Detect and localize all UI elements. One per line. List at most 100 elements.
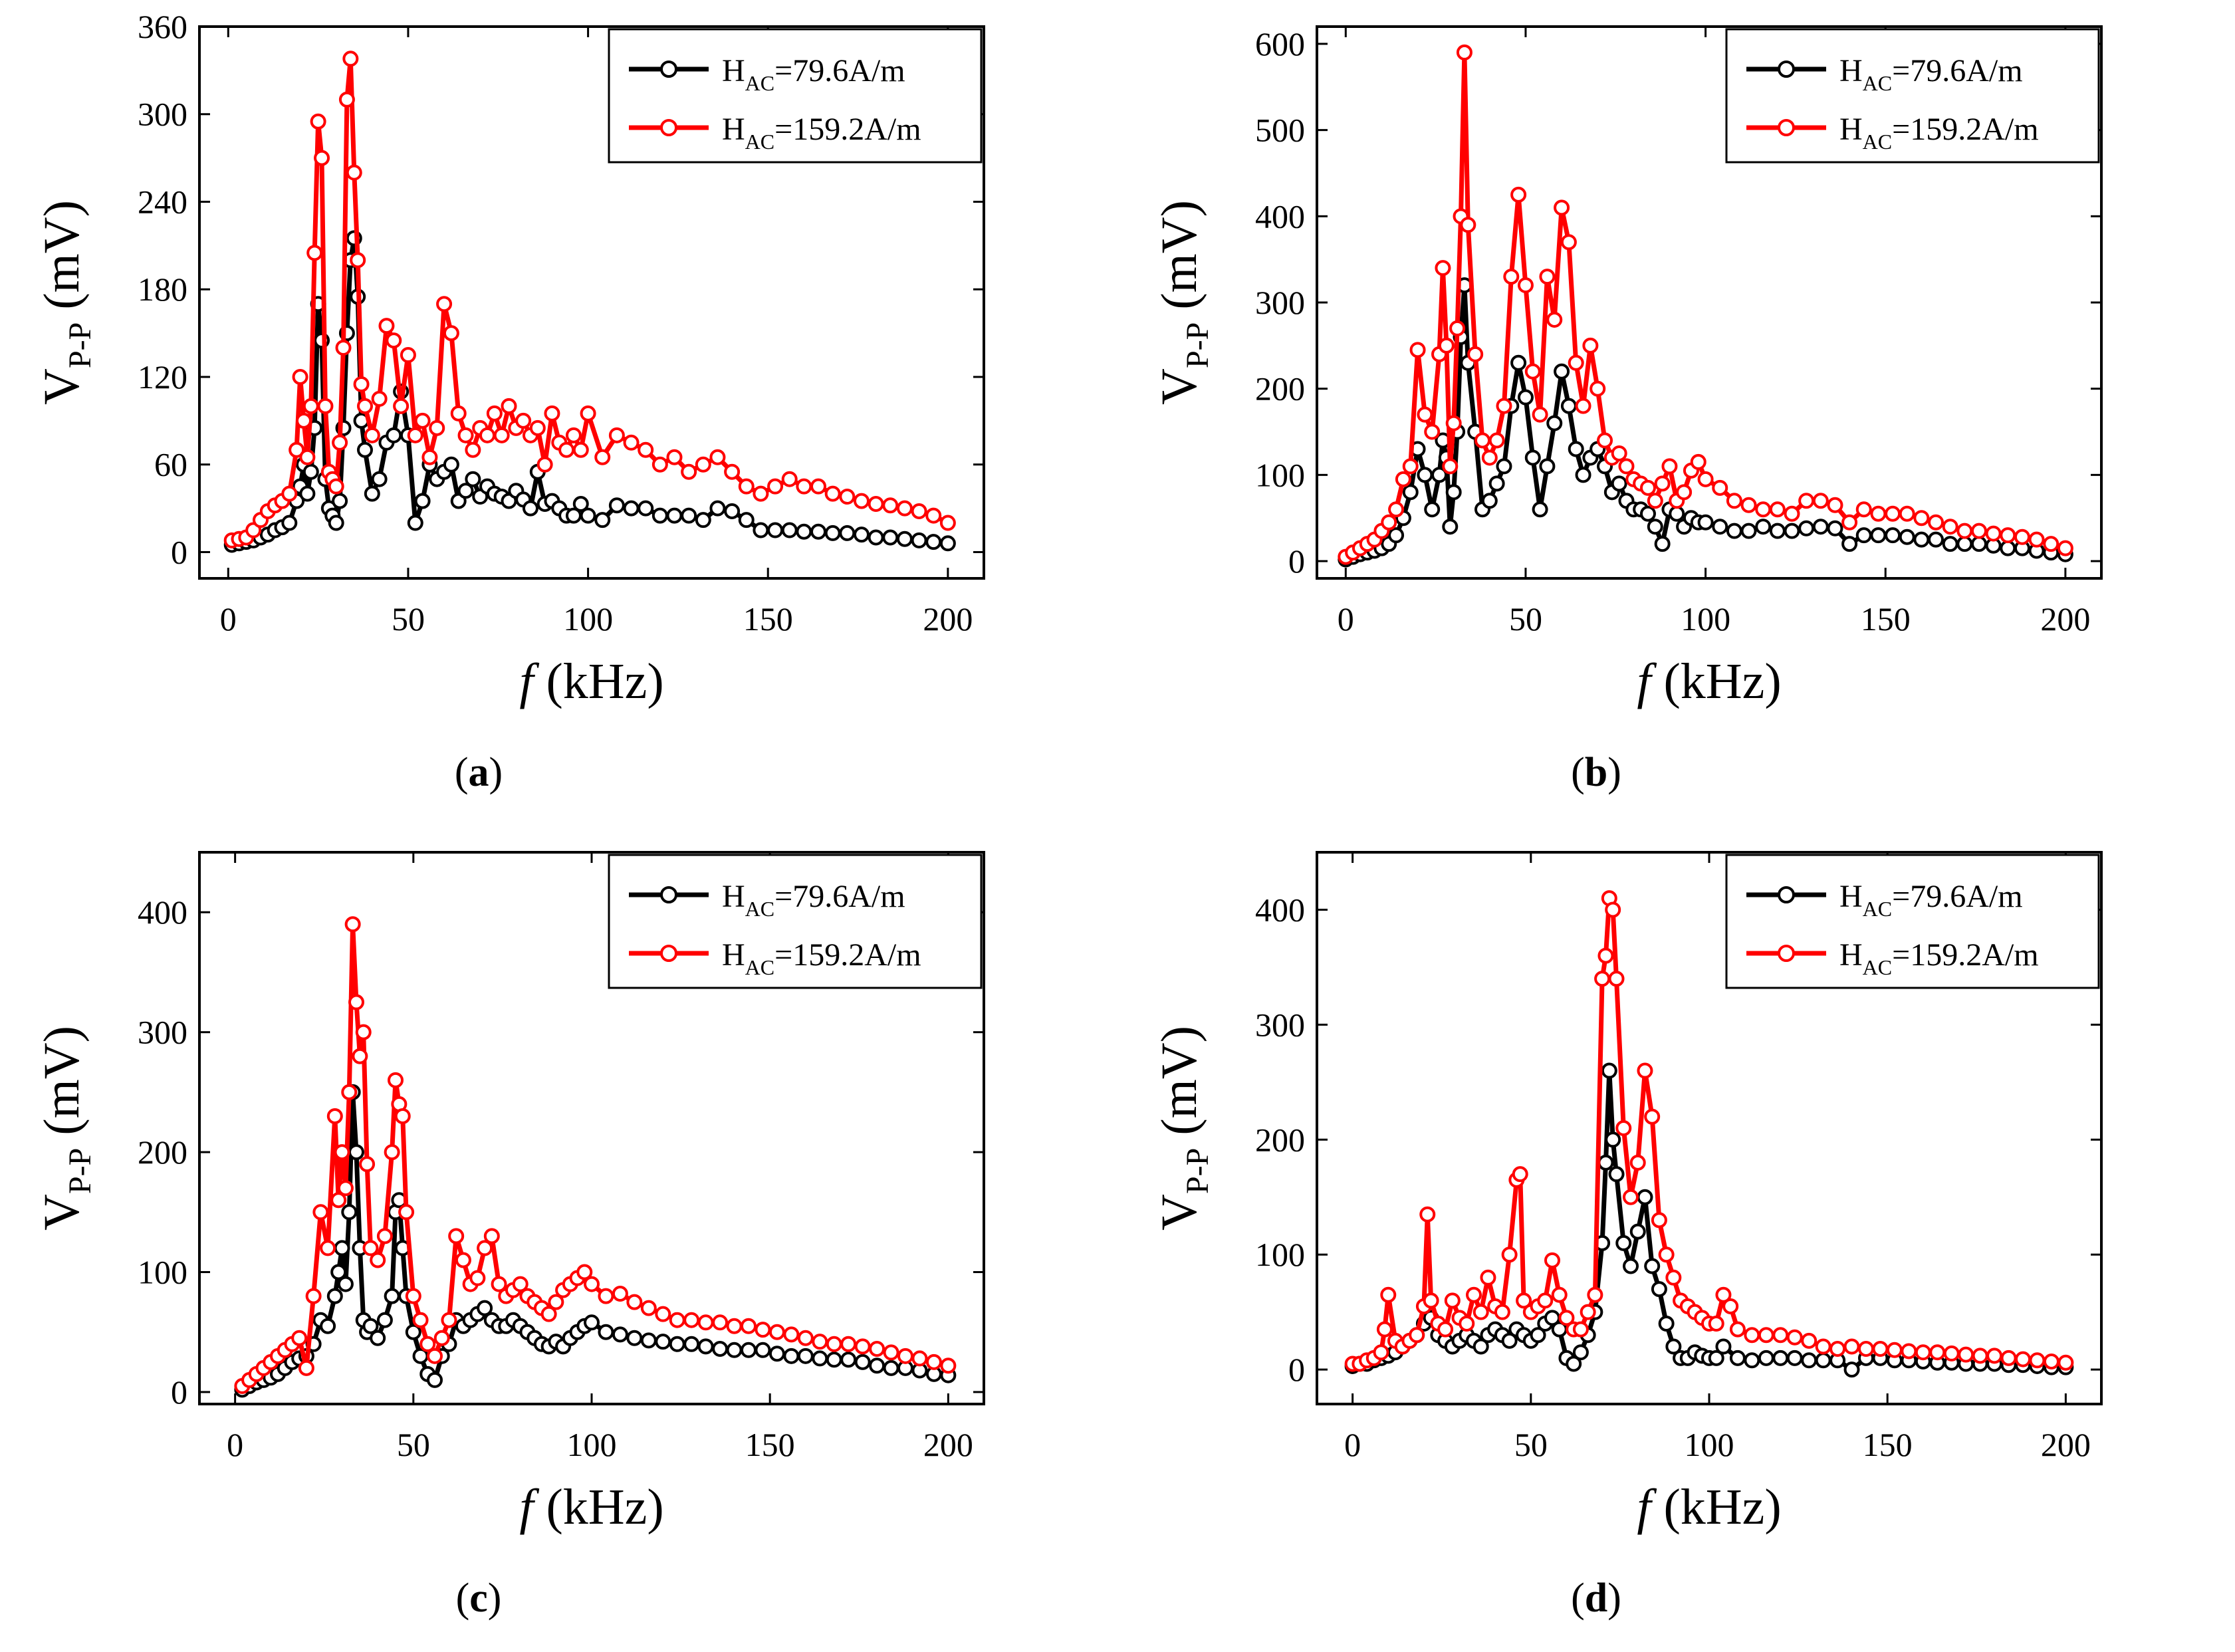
y-axis-label: VP-P (mV) bbox=[1151, 1026, 1215, 1231]
data-point bbox=[1419, 1206, 1436, 1223]
data-point bbox=[1913, 531, 1930, 548]
data-point bbox=[840, 1336, 857, 1352]
y-axis-label: VP-P (mV) bbox=[34, 200, 98, 405]
data-point bbox=[1812, 519, 1829, 535]
data-point bbox=[1729, 1321, 1746, 1338]
data-point bbox=[1615, 1235, 1632, 1251]
data-point bbox=[362, 1240, 379, 1256]
data-point bbox=[1510, 354, 1527, 371]
data-point bbox=[295, 412, 312, 429]
data-point bbox=[1772, 1350, 1789, 1366]
legend-label-sub: AC bbox=[1863, 897, 1892, 921]
data-point bbox=[388, 1072, 404, 1088]
data-point bbox=[536, 456, 553, 473]
data-point bbox=[1503, 269, 1520, 285]
data-point bbox=[608, 497, 625, 514]
data-point bbox=[433, 1330, 450, 1346]
data-point bbox=[726, 1318, 743, 1334]
data-point bbox=[1801, 1332, 1818, 1349]
data-point bbox=[1435, 260, 1451, 277]
data-point bbox=[854, 1338, 871, 1355]
data-point bbox=[1901, 1343, 1917, 1359]
data-point bbox=[1715, 1338, 1732, 1355]
data-point bbox=[1843, 1338, 1860, 1355]
data-point bbox=[359, 1156, 376, 1173]
data-point bbox=[666, 449, 683, 465]
data-point bbox=[314, 150, 330, 166]
x-tick-label: 50 bbox=[1509, 600, 1542, 638]
data-point bbox=[477, 1300, 493, 1316]
data-point bbox=[1554, 363, 1570, 380]
data-point bbox=[1654, 475, 1671, 492]
legend-label-rest: =159.2A/m bbox=[774, 112, 921, 147]
data-point bbox=[1431, 467, 1448, 483]
data-point bbox=[1885, 505, 1901, 522]
data-point bbox=[2043, 536, 2059, 552]
data-point bbox=[299, 449, 316, 465]
data-point bbox=[1798, 493, 1815, 509]
data-point bbox=[1708, 1315, 1724, 1332]
data-point bbox=[1644, 1258, 1661, 1274]
data-point bbox=[738, 512, 755, 529]
legend-marker bbox=[1778, 60, 1795, 78]
data-point bbox=[1481, 449, 1498, 466]
legend-label-main: H bbox=[1839, 112, 1863, 147]
legend-marker bbox=[660, 119, 677, 136]
legend-label-main: H bbox=[722, 53, 745, 88]
data-point bbox=[911, 1350, 928, 1367]
data-point bbox=[1970, 523, 1987, 539]
data-point bbox=[2028, 531, 2045, 548]
legend-label-main: H bbox=[722, 937, 745, 973]
data-point bbox=[753, 522, 769, 538]
data-point bbox=[337, 1276, 354, 1292]
data-point bbox=[1644, 1108, 1661, 1125]
data-point bbox=[356, 441, 373, 458]
data-point bbox=[1608, 1166, 1625, 1183]
data-point bbox=[548, 1294, 564, 1310]
data-point bbox=[724, 463, 741, 480]
y-axis-label: VP-P (mV) bbox=[34, 1026, 98, 1231]
data-point bbox=[681, 463, 697, 480]
data-point bbox=[1697, 514, 1714, 531]
legend-label-main: H bbox=[1839, 53, 1863, 88]
data-point bbox=[394, 1108, 411, 1124]
data-point bbox=[753, 485, 769, 502]
legend-label-sub: AC bbox=[745, 955, 774, 979]
data-point bbox=[853, 527, 870, 543]
data-point bbox=[1886, 1342, 1903, 1358]
data-point bbox=[1582, 337, 1599, 354]
data-point bbox=[940, 1357, 957, 1374]
data-point bbox=[1572, 1344, 1589, 1361]
data-point bbox=[2015, 1351, 2031, 1367]
data-point bbox=[824, 525, 841, 541]
data-point bbox=[341, 1204, 358, 1221]
data-point bbox=[362, 1318, 379, 1334]
data-point bbox=[1496, 398, 1512, 414]
y-tick-label: 360 bbox=[138, 8, 187, 45]
x-tick-label: 0 bbox=[1344, 1426, 1361, 1463]
data-point bbox=[1488, 432, 1505, 449]
data-point bbox=[355, 1024, 372, 1040]
x-axis-unit: (kHz) bbox=[1651, 653, 1781, 709]
data-point bbox=[755, 1322, 771, 1338]
data-point bbox=[1376, 1321, 1393, 1338]
x-tick-label: 200 bbox=[2040, 600, 2090, 638]
data-point bbox=[1690, 453, 1706, 470]
data-point bbox=[741, 1342, 757, 1358]
data-point bbox=[1855, 501, 1872, 518]
data-point bbox=[450, 405, 467, 421]
data-point bbox=[302, 463, 319, 480]
data-point bbox=[384, 1144, 400, 1161]
data-point bbox=[826, 1336, 842, 1352]
data-point bbox=[1676, 484, 1693, 501]
legend-label: HAC=79.6A/m bbox=[1839, 53, 2023, 95]
data-point bbox=[1658, 1315, 1675, 1332]
data-point bbox=[2043, 1354, 2059, 1370]
x-tick-label: 200 bbox=[923, 600, 973, 638]
data-point bbox=[655, 1306, 671, 1322]
data-point bbox=[1605, 901, 1621, 918]
data-point bbox=[448, 1228, 465, 1244]
data-point bbox=[1417, 467, 1433, 483]
data-point bbox=[281, 485, 298, 502]
data-point bbox=[1517, 389, 1534, 406]
